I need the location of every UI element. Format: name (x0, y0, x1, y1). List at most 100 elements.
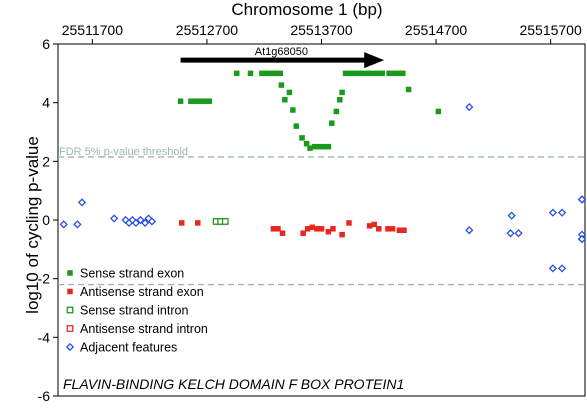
adjacent-features-point (73, 220, 82, 229)
sense-strand-exon-point (356, 70, 363, 77)
antisense-strand-exon-point (305, 226, 311, 232)
chart-title: Chromosome 1 (bp) (231, 0, 382, 19)
sense-strand-exon-point (400, 70, 406, 77)
gene-label: At1g68050 (255, 46, 308, 58)
antisense-strand-exon-point (275, 226, 281, 232)
adjacent-features-point (514, 229, 523, 238)
antisense-strand-exon-point (371, 221, 377, 228)
x-tick-label: 25513700 (290, 22, 353, 38)
antisense-strand-exon-point (401, 227, 407, 234)
sense-strand-exon-point (206, 98, 212, 104)
sense-strand-exon-point (405, 86, 412, 93)
antisense-strand-exon-point (325, 228, 332, 235)
sense-strand-exon-point (386, 70, 392, 77)
sense-strand-exon-point (197, 98, 203, 104)
sense-strand-exon-point (339, 89, 345, 96)
protein-label: FLAVIN-BINDING KELCH DOMAIN F BOX PROTEI… (63, 376, 404, 392)
legend-label-antisense-strand-exon: Antisense strand exon (80, 285, 204, 299)
sense-strand-exon-point (370, 70, 376, 77)
sense-strand-intron-point (221, 218, 229, 225)
sense-strand-exon-point (177, 98, 184, 104)
adjacent-features-point (577, 234, 587, 244)
legend-marker-antisense-strand-intron (66, 325, 74, 332)
sense-strand-exon-point (390, 70, 397, 77)
sense-strand-exon-point (272, 70, 279, 77)
antisense-strand-exon-point (339, 231, 345, 238)
x-tick-label: 25515700 (519, 22, 582, 38)
sense-strand-exon-point (337, 96, 343, 103)
legend-label-sense-strand-intron: Sense strand intron (80, 304, 188, 318)
antisense-strand-exon-point (330, 226, 336, 232)
sense-strand-exon-point (233, 70, 240, 77)
sense-strand-exon-point (361, 70, 367, 77)
adjacent-features-point (465, 226, 474, 235)
sense-strand-exon-point (379, 70, 385, 77)
adjacent-features-point (548, 208, 558, 217)
sense-strand-exon-point (299, 135, 305, 141)
antisense-strand-exon-point (300, 230, 306, 236)
antisense-strand-exon-point (389, 226, 396, 232)
sense-strand-exon-point (192, 98, 199, 104)
data-points (59, 70, 587, 273)
sense-strand-exon-point (286, 89, 293, 96)
adjacent-features-point (59, 220, 68, 229)
sense-strand-exon-point (321, 143, 327, 150)
antisense-strand-exon-point (396, 227, 403, 234)
sense-strand-exon-point (325, 143, 332, 150)
legend-marker-antisense-strand-exon (67, 288, 73, 295)
sense-strand-exon-point (290, 107, 296, 113)
sense-strand-exon-point (316, 143, 322, 150)
y-tick-label: -4 (38, 329, 51, 345)
x-tick-label: 25511700 (62, 22, 123, 38)
threshold-lines: FDR 5% p-value threshold (58, 146, 585, 286)
gene-arrow: At1g68050 (180, 46, 385, 69)
y-axis-label: log10 of cycling p-value (23, 136, 42, 314)
sense-strand-exon-point (247, 70, 254, 77)
sense-strand-exon-point (365, 70, 372, 77)
adjacent-features-point (557, 264, 567, 273)
legend-marker-sense-strand-intron (66, 306, 74, 314)
legend-marker-sense-strand-exon (67, 270, 73, 276)
legend-marker-adjacent-features (65, 342, 75, 352)
antisense-strand-exon-point (318, 226, 325, 232)
sense-strand-exon-point (282, 96, 288, 103)
sense-strand-exon-point (329, 120, 335, 126)
adjacent-features-point (506, 229, 515, 238)
sense-strand-exon-point (293, 123, 300, 129)
adjacent-features-point (465, 102, 474, 112)
axis-ticks: 25511700 25512700 25513700 25514700 25515700… (38, 22, 582, 404)
sense-strand-exon-point (374, 70, 381, 77)
sense-strand-exon-point (351, 70, 358, 77)
antisense-strand-exon-point (279, 230, 286, 236)
sense-strand-exon-point (347, 70, 353, 77)
antisense-strand-exon-point (314, 226, 320, 232)
x-tick-label: 25514700 (405, 22, 468, 38)
y-tick-label: 2 (42, 153, 50, 169)
sense-strand-exon-point (259, 70, 265, 77)
adjacent-features-point (140, 218, 150, 228)
adjacent-features-point (507, 211, 516, 220)
antisense-strand-exon-point (366, 223, 373, 229)
legend: Sense strand exon Antisense strand exon Se… (65, 267, 208, 355)
y-tick-label: 6 (42, 36, 50, 52)
legend-label-adjacent-features: Adjacent features (80, 341, 177, 355)
y-tick-label: -6 (38, 388, 51, 404)
sense-strand-exon-point (278, 82, 285, 88)
sense-strand-exon-point (303, 140, 310, 147)
adjacent-features-point (131, 218, 141, 228)
adjacent-features-point (110, 214, 119, 223)
sense-strand-exon-point (277, 70, 284, 77)
gene-arrow-head (364, 52, 385, 69)
sense-strand-exon-point (333, 108, 340, 115)
sense-strand-exon-point (188, 98, 194, 104)
sense-strand-exon-point (435, 108, 442, 115)
antisense-strand-exon-point (376, 226, 382, 232)
threshold-label: FDR 5% p-value threshold (59, 146, 188, 158)
antisense-strand-exon-point (346, 220, 352, 226)
sense-strand-exon-point (342, 70, 349, 77)
sense-strand-exon-point (268, 70, 274, 77)
adjacent-features-point (147, 217, 157, 226)
y-tick-label: -2 (38, 271, 51, 287)
sense-strand-exon-point (263, 70, 270, 77)
